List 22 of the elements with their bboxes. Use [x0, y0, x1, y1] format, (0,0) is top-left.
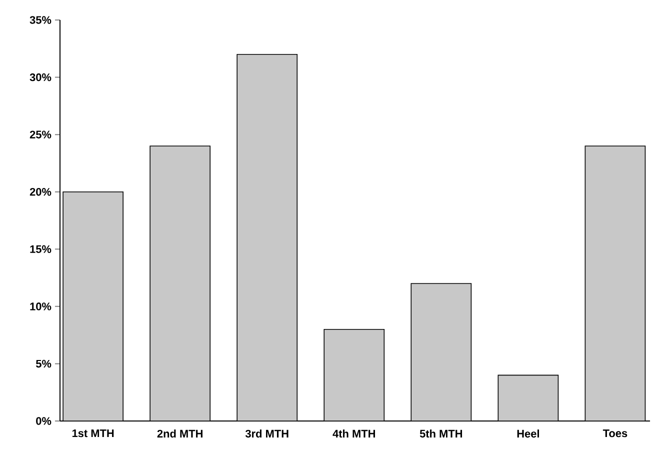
y-tick-label: 5%	[36, 360, 52, 368]
x-tick-label: Toes	[602, 430, 628, 438]
x-tick-label: 3rd MTH	[245, 430, 288, 438]
y-tick-label: 15%	[30, 245, 52, 254]
bar	[584, 146, 646, 421]
bar	[410, 283, 472, 421]
bar	[62, 191, 124, 421]
x-tick-label: 1st MTH	[72, 430, 114, 438]
x-tick-label: 5th MTH	[420, 430, 462, 438]
y-tick-label: 30%	[30, 73, 52, 82]
bar	[324, 328, 385, 421]
y-tick-label: 20%	[30, 188, 52, 196]
x-tick-label: 4th MTH	[332, 430, 375, 438]
y-tick-label: 0%	[36, 417, 52, 425]
bar	[236, 54, 298, 421]
y-tick-label: 35%	[30, 16, 52, 24]
y-tick-label: 25%	[30, 130, 52, 138]
y-tick-label: 10%	[30, 302, 52, 310]
x-tick-label: 2nd MTH	[157, 430, 202, 438]
x-tick-label: Heel	[517, 430, 539, 438]
bar	[498, 374, 559, 421]
bar	[150, 146, 211, 421]
